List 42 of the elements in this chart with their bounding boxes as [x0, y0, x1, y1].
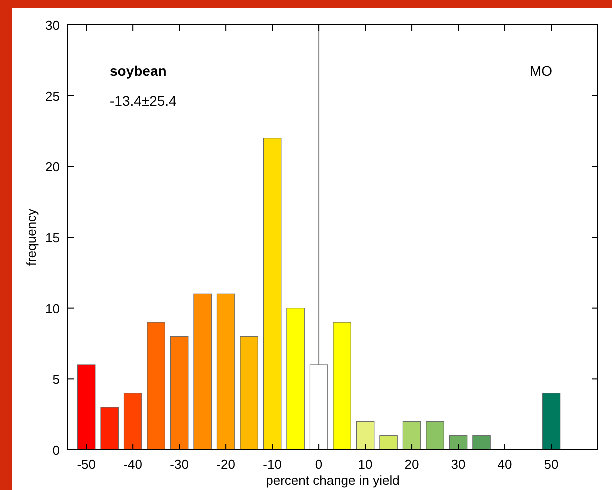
x-tick-label: -30 — [170, 457, 189, 472]
bar — [216, 294, 236, 450]
bar — [380, 436, 398, 450]
y-tick-label: 15 — [46, 230, 60, 246]
x-axis-title: percent change in yield — [266, 473, 400, 488]
x-tick-label: 0 — [315, 457, 323, 472]
y-axis-title: frequency — [24, 208, 39, 266]
bar — [194, 294, 212, 450]
y-tick-label: 20 — [46, 160, 60, 175]
bar — [263, 138, 282, 450]
bar — [472, 436, 491, 450]
annotation: MO — [530, 63, 553, 79]
annotation: -13.4±25.4 — [110, 93, 178, 109]
bar — [310, 364, 328, 450]
y-tick-label: 5 — [52, 372, 60, 388]
bar — [449, 436, 468, 450]
bar — [124, 393, 142, 450]
bar — [170, 336, 189, 450]
y-tick-label: 25 — [46, 88, 60, 104]
bar — [77, 364, 96, 450]
annotation: soybean — [110, 63, 167, 79]
bar — [542, 393, 561, 450]
x-tick-label: -50 — [77, 457, 96, 472]
bar — [286, 308, 305, 450]
x-tick-label: 30 — [451, 457, 466, 472]
x-tick-label: 10 — [358, 457, 373, 472]
bar — [356, 421, 375, 450]
bar — [100, 407, 119, 450]
y-tick-label: 10 — [46, 301, 60, 316]
x-tick-label: 40 — [498, 457, 512, 472]
y-tick-label: 30 — [46, 18, 60, 33]
bar — [333, 322, 352, 450]
y-tick-label: 0 — [52, 443, 60, 458]
x-tick-label: 50 — [544, 457, 559, 472]
x-tick-label: 20 — [404, 457, 420, 472]
x-tick-label: -40 — [124, 457, 142, 472]
x-tick-label: -20 — [216, 457, 236, 472]
x-tick-label: -10 — [263, 457, 282, 472]
bar — [240, 336, 258, 450]
bar — [402, 421, 422, 450]
bar — [147, 322, 166, 450]
bar — [426, 421, 444, 450]
